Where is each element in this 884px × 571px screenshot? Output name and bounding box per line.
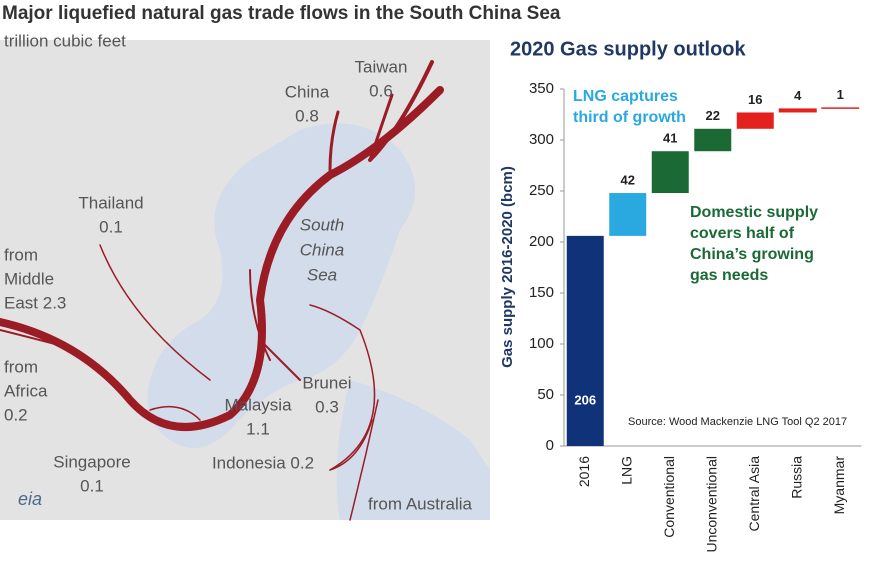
map-label: Malaysia [224,395,292,414]
y-axis-label: Gas supply 2016-2020 (bcm) [499,166,516,368]
flows [0,60,444,521]
map-label: from [4,357,38,376]
eia-logo: eia [18,489,42,509]
map-label: Thailand [78,193,143,212]
sea-label: South [300,215,344,234]
annotation: gas needs [690,267,768,284]
map-label: 0.8 [295,106,319,125]
map-label: from [4,245,38,264]
map: Major liquefied natural gas trade flows … [0,3,561,521]
map-label: Middle [4,269,54,288]
x-tick-label: Central Asia [746,456,762,532]
map-label: 0.3 [315,397,339,416]
bar [609,193,647,236]
y-tick-label: 350 [529,80,554,97]
map-subtitle: trillion cubic feet [4,31,126,50]
y-tick-label: 100 [529,335,554,352]
map-label: 1.1 [246,419,270,438]
bar [778,108,817,113]
map-title: Major liquefied natural gas trade flows … [2,3,561,24]
value-label: 42 [621,172,635,187]
x-tick-label: Unconventional [703,456,719,553]
annotation: third of growth [573,109,686,126]
map-label: 0.2 [4,405,28,424]
chart-title: 2020 Gas supply outlook [510,38,747,60]
map-label: Africa [4,381,48,400]
map-label: Brunei [302,373,351,392]
value-label: 16 [748,92,762,107]
bar [821,107,860,109]
y-tick-label: 250 [529,182,554,199]
annotation: China’s growing [690,246,814,263]
y-tick-label: 200 [529,233,554,250]
y-tick-label: 0 [546,437,554,454]
value-label: 1 [837,87,844,102]
x-tick-label: Myanmar [831,456,847,515]
x-tick-label: Russia [788,456,804,499]
map-label: Indonesia 0.2 [212,453,314,472]
value-label: 22 [706,108,720,123]
y-tick-label: 150 [529,284,554,301]
map-label: East 2.3 [4,293,66,312]
x-tick-label: 2016 [576,456,592,487]
bar [694,128,732,152]
sea [147,123,415,448]
source: Source: Wood Mackenzie LNG Tool Q2 2017 [628,416,847,428]
map-label: Taiwan [355,57,408,76]
annotation: Domestic supply [690,204,818,221]
map-label: Singapore [53,452,131,471]
annotation: covers half of [690,225,795,242]
chart-panel [492,30,884,571]
bar [566,235,604,446]
y-tick-label: 300 [529,131,554,148]
annotation: LNG captures [573,88,678,105]
map-label: 0.1 [99,217,123,236]
map-label: 0.6 [369,81,393,100]
x-tick-label: LNG [618,456,634,485]
bar [736,112,774,129]
sea-label: China [300,240,344,259]
map-label: from Australia [368,494,472,513]
value-label: 206 [574,392,596,407]
map-label: 0.1 [80,476,104,495]
x-tick-label: Conventional [661,456,677,538]
value-label: 4 [794,88,802,103]
y-tick-label: 50 [537,386,554,403]
value-label: 41 [663,131,677,146]
sea-label: Sea [307,265,337,284]
map-label: China [285,82,330,101]
bar [651,151,689,194]
